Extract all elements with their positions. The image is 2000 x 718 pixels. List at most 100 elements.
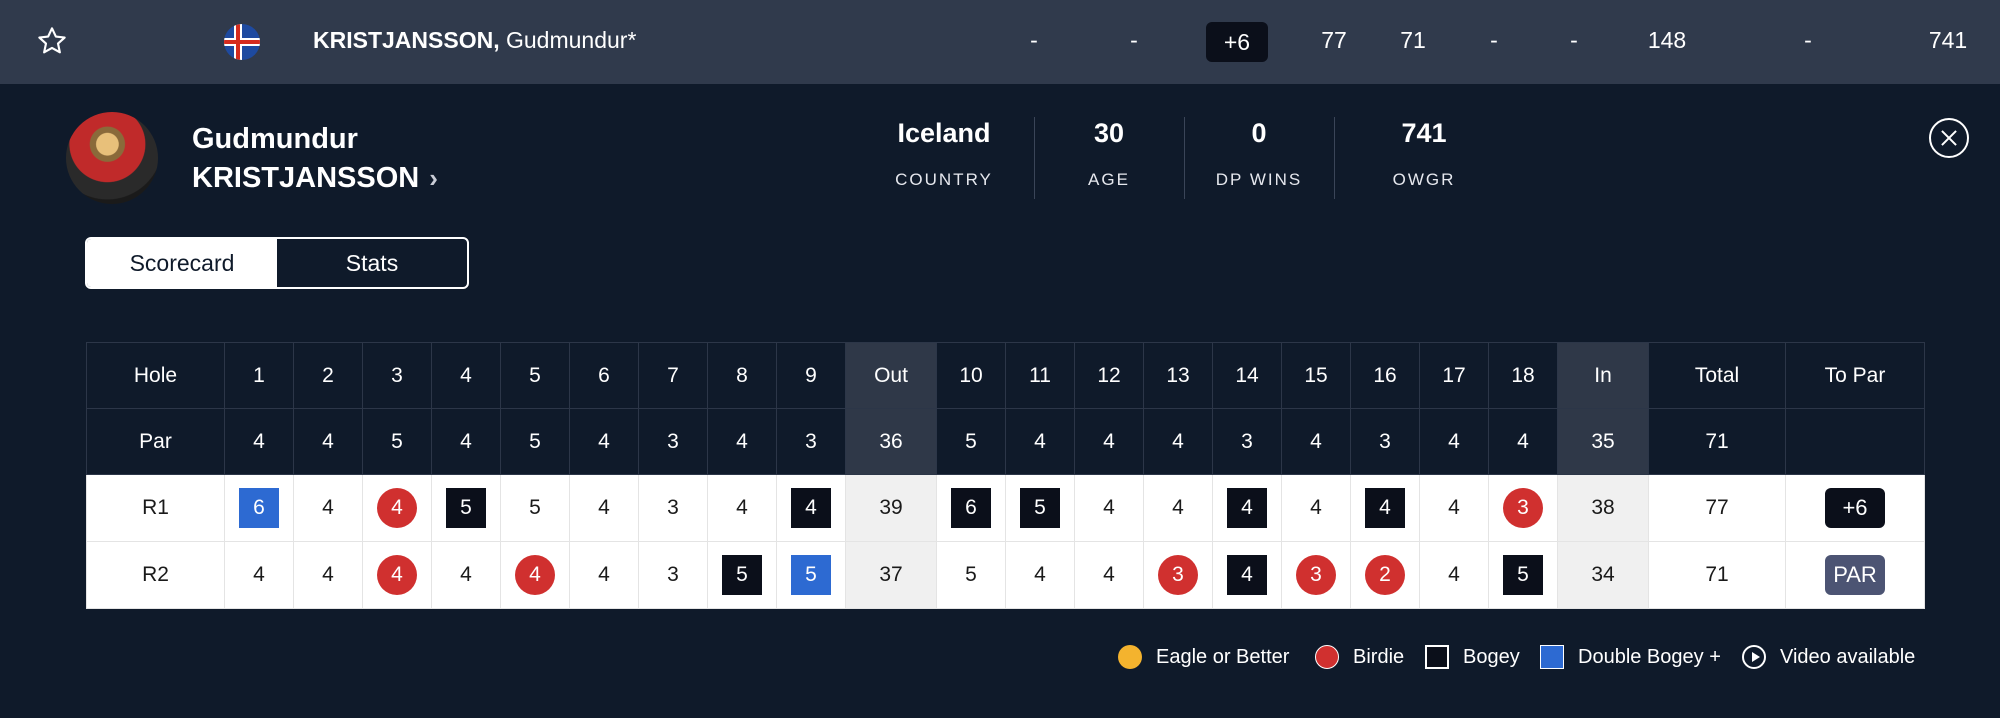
tab-scorecard[interactable]: Scorecard (87, 239, 277, 287)
score-cell: 5 (1005, 474, 1075, 542)
play-video-icon (1742, 645, 1766, 669)
score-cell: 3 (1143, 541, 1213, 609)
par-row: Par 4 4 5 4 5 4 3 4 3 36 5 4 4 4 3 4 3 4 4 35 71 (86, 408, 1925, 475)
legend-birdie: Birdie (1315, 645, 1404, 669)
score-cell: 4 (362, 474, 432, 542)
stat-label: DP WINS (1215, 170, 1303, 189)
score-value: 5 (529, 496, 541, 519)
score-cell: 5 (1488, 541, 1558, 609)
favorite-star-icon[interactable] (36, 25, 68, 57)
player-name[interactable]: KRISTJANSSON, Gudmundur* (313, 27, 636, 54)
player-profile-link[interactable]: Gudmundur KRISTJANSSON › (192, 120, 438, 198)
hole-number: 7 (638, 342, 708, 409)
score-cell: 4 (224, 541, 294, 609)
score-value: 4 (1034, 563, 1046, 586)
score-value: 4 (1103, 563, 1115, 586)
score-cell: 6 (224, 474, 294, 542)
hole-row: Hole 1 2 3 4 5 6 7 8 9 Out 10 11 12 13 14 15 16 17 18 In Tota… (86, 342, 1925, 409)
score-cell: 5 (431, 474, 501, 542)
bogey-score: 5 (446, 488, 486, 528)
score-cell: 4 (1005, 541, 1075, 609)
hole-number: 18 (1488, 342, 1558, 409)
score-cell: 4 (1419, 541, 1489, 609)
divider (1034, 117, 1035, 199)
score-value: 39 (879, 496, 903, 519)
hole-number: 17 (1419, 342, 1489, 409)
row-cell: - (1490, 27, 1498, 53)
leaderboard-row[interactable]: KRISTJANSSON, Gudmundur* - - +6 77 71 - … (0, 0, 2000, 84)
score-value: 77 (1705, 496, 1729, 519)
row-cell: 71 (1400, 27, 1426, 53)
score-value: 4 (460, 563, 472, 586)
par-value: 36 (845, 408, 937, 475)
stat-value: 741 (1401, 118, 1447, 148)
bogey-score: 4 (1365, 488, 1405, 528)
hole-number: 11 (1005, 342, 1075, 409)
bogey-score: 5 (1503, 555, 1543, 595)
birdie-score: 4 (377, 555, 417, 595)
hole-number: 5 (500, 342, 570, 409)
birdie-score: 3 (1296, 555, 1336, 595)
eagle-swatch-icon (1118, 645, 1142, 669)
score-value: 4 (1172, 496, 1184, 519)
stat-owgr: 741 OWGR (1349, 118, 1499, 190)
divider (1184, 117, 1185, 199)
double-bogey-score: 6 (239, 488, 279, 528)
par-value: 3 (638, 408, 708, 475)
chevron-right-icon: › (429, 163, 438, 193)
legend-label: Bogey (1463, 645, 1520, 668)
birdie-score: 3 (1503, 488, 1543, 528)
row-label: Par (86, 408, 225, 475)
stat-label: AGE (1088, 170, 1130, 189)
score-value: 4 (1448, 563, 1460, 586)
row-cell: 741 (1928, 27, 1968, 53)
bogey-score: 5 (1020, 488, 1060, 528)
row-to-par-badge: +6 (1206, 22, 1268, 62)
par-value: 35 (1557, 408, 1649, 475)
double-bogey-swatch-icon (1540, 645, 1564, 669)
bogey-score: 4 (791, 488, 831, 528)
to-par-badge: +6 (1825, 488, 1885, 528)
close-icon[interactable] (1929, 118, 1969, 158)
legend-label: Double Bogey + (1578, 645, 1721, 668)
par-value: 4 (224, 408, 294, 475)
score-cell: +6 (1785, 474, 1925, 542)
score-cell: 4 (1212, 474, 1282, 542)
hole-number: 13 (1143, 342, 1213, 409)
par-value: 4 (431, 408, 501, 475)
tab-stats[interactable]: Stats (345, 250, 399, 276)
stat-value: 0 (1251, 118, 1267, 148)
birdie-swatch-icon (1315, 645, 1339, 669)
score-value: 5 (965, 563, 977, 586)
score-cell: 2 (1350, 541, 1420, 609)
score-cell: 3 (638, 474, 708, 542)
row-cell: 77 (1321, 27, 1347, 53)
score-value: 4 (322, 496, 334, 519)
legend-double-bogey: Double Bogey + (1540, 645, 1721, 669)
scorecard-table: Hole 1 2 3 4 5 6 7 8 9 Out 10 11 12 13 14 15 16 17 18 In Tota… (86, 342, 1925, 609)
hole-number: 3 (362, 342, 432, 409)
avatar (66, 112, 158, 204)
score-cell: 3 (638, 541, 708, 609)
par-value: 5 (936, 408, 1006, 475)
hole-number: To Par (1785, 342, 1925, 409)
par-value: 5 (362, 408, 432, 475)
legend-label: Video available (1780, 645, 1916, 668)
stat-value: 30 (1093, 118, 1125, 148)
score-cell: PAR (1785, 541, 1925, 609)
iceland-flag-icon (224, 24, 260, 60)
par-value: 4 (1143, 408, 1213, 475)
tab-bar: Scorecard Stats (85, 237, 469, 289)
par-value: 4 (293, 408, 363, 475)
par-value: 4 (1419, 408, 1489, 475)
stat-label: COUNTRY (895, 170, 993, 189)
par-value (1785, 408, 1925, 475)
score-value: 38 (1591, 496, 1615, 519)
score-cell: 5 (776, 541, 846, 609)
score-value: 4 (598, 496, 610, 519)
player-last-name: KRISTJANSSON, (313, 27, 500, 53)
round-row: R2 4 4 4 4 4 4 3 5 5 37 5 4 4 3 4 3 2 4 5 34 71 PAR (86, 541, 1925, 609)
round-row: R1 6 4 4 5 5 4 3 4 4 39 6 5 4 4 4 4 4 4 3 38 77 +6 (86, 474, 1925, 542)
score-cell: 4 (293, 541, 363, 609)
birdie-score: 3 (1158, 555, 1198, 595)
